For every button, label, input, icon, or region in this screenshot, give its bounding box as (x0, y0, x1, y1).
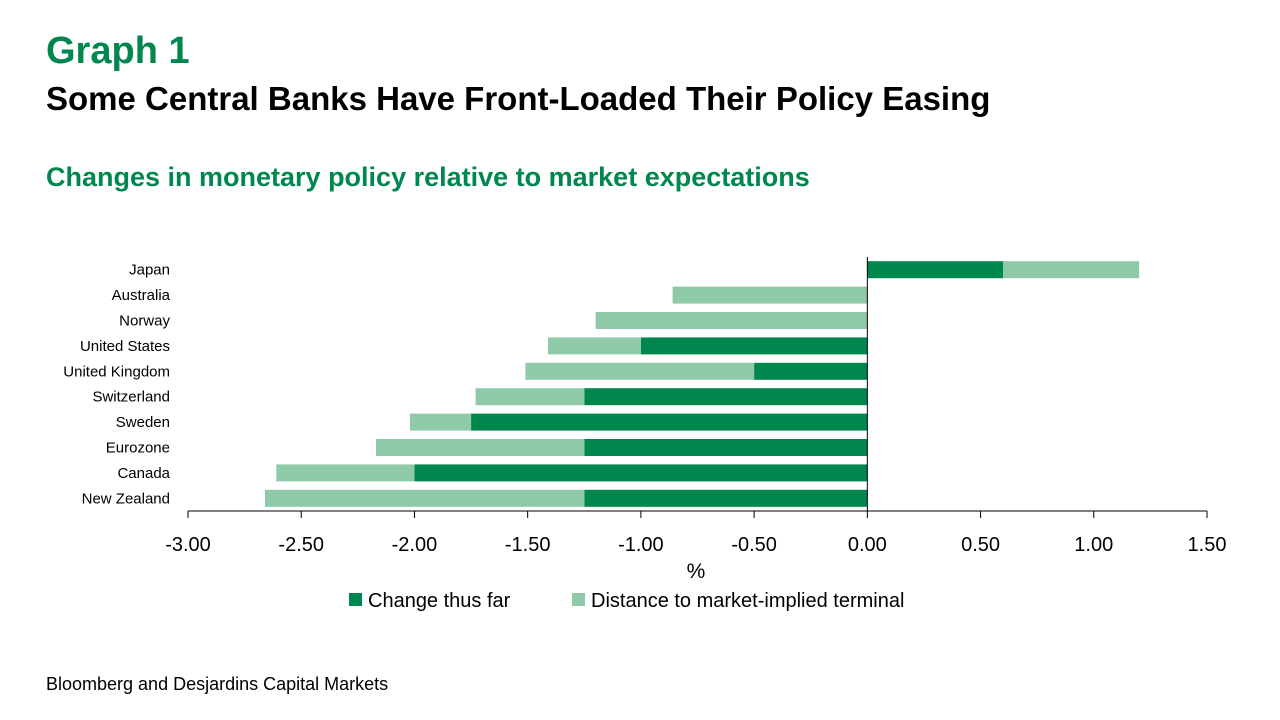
category-label: United Kingdom (63, 363, 170, 380)
x-axis-title: % (687, 560, 706, 583)
category-labels: Japan Australia Norway United States United … (63, 262, 170, 508)
bar-change-sweden (471, 413, 868, 431)
x-tick-label: -3.00 (165, 534, 211, 556)
x-tick-label: 1.00 (1074, 534, 1113, 556)
category-label: Canada (117, 465, 170, 482)
bar-distance-new-zealand (264, 489, 585, 507)
x-tick-label: -1.00 (618, 534, 664, 556)
bar-change-united-kingdom (754, 362, 868, 380)
x-tick-label: -0.50 (731, 534, 777, 556)
x-tick-label: -2.50 (278, 534, 324, 556)
graph-number: Graph 1 (46, 30, 190, 72)
bar-distance-united-states (548, 337, 641, 355)
category-label: United States (80, 338, 170, 355)
category-label: Sweden (116, 414, 170, 431)
bar-distance-canada (276, 464, 415, 482)
legend: Change thus far Distance to market-implie… (349, 590, 904, 612)
legend-swatch-change (349, 593, 362, 606)
bar-change-japan (867, 261, 1004, 279)
category-label: Switzerland (92, 389, 170, 406)
category-label: Eurozone (106, 440, 170, 457)
legend-label-distance: Distance to market-implied terminal (591, 590, 904, 612)
bar-distance-switzerland (475, 388, 585, 406)
bar-distance-norway (595, 312, 868, 329)
x-tick-label: 0.00 (848, 534, 887, 556)
x-tick-label: 1.50 (1188, 534, 1227, 556)
bar-distance-australia (672, 286, 868, 304)
category-label: Norway (119, 313, 170, 330)
bar-change-canada (414, 464, 868, 482)
chart-title: Some Central Banks Have Front-Loaded The… (46, 80, 991, 117)
axes-group (187, 257, 1208, 518)
bar-change-united-states (640, 337, 868, 355)
chart-subtitle: Changes in monetary policy relative to m… (46, 162, 810, 192)
bar-change-new-zealand (584, 489, 868, 507)
legend-swatch-distance (572, 593, 585, 606)
legend-label-change: Change thus far (368, 590, 511, 612)
bar-distance-eurozone (375, 439, 585, 456)
source-note: Bloomberg and Desjardins Capital Markets (46, 674, 389, 694)
category-label: New Zealand (82, 490, 170, 507)
x-tick-label: -2.00 (392, 534, 438, 556)
x-tick-label: 0.50 (961, 534, 1000, 556)
tick-labels: -3.00 -2.50 -2.00 -1.50 -1.00 -0.50 0.00 0.50 1.… (165, 534, 1226, 556)
category-label: Australia (112, 287, 171, 304)
bar-distance-japan (1003, 261, 1140, 279)
x-tick-label: -1.50 (505, 534, 551, 556)
bars-group (264, 261, 1140, 507)
bar-change-eurozone (584, 439, 868, 456)
bar-change-switzerland (584, 388, 868, 406)
bar-distance-united-kingdom (525, 362, 755, 380)
bar-distance-sweden (409, 413, 472, 431)
category-label: Japan (129, 262, 170, 279)
